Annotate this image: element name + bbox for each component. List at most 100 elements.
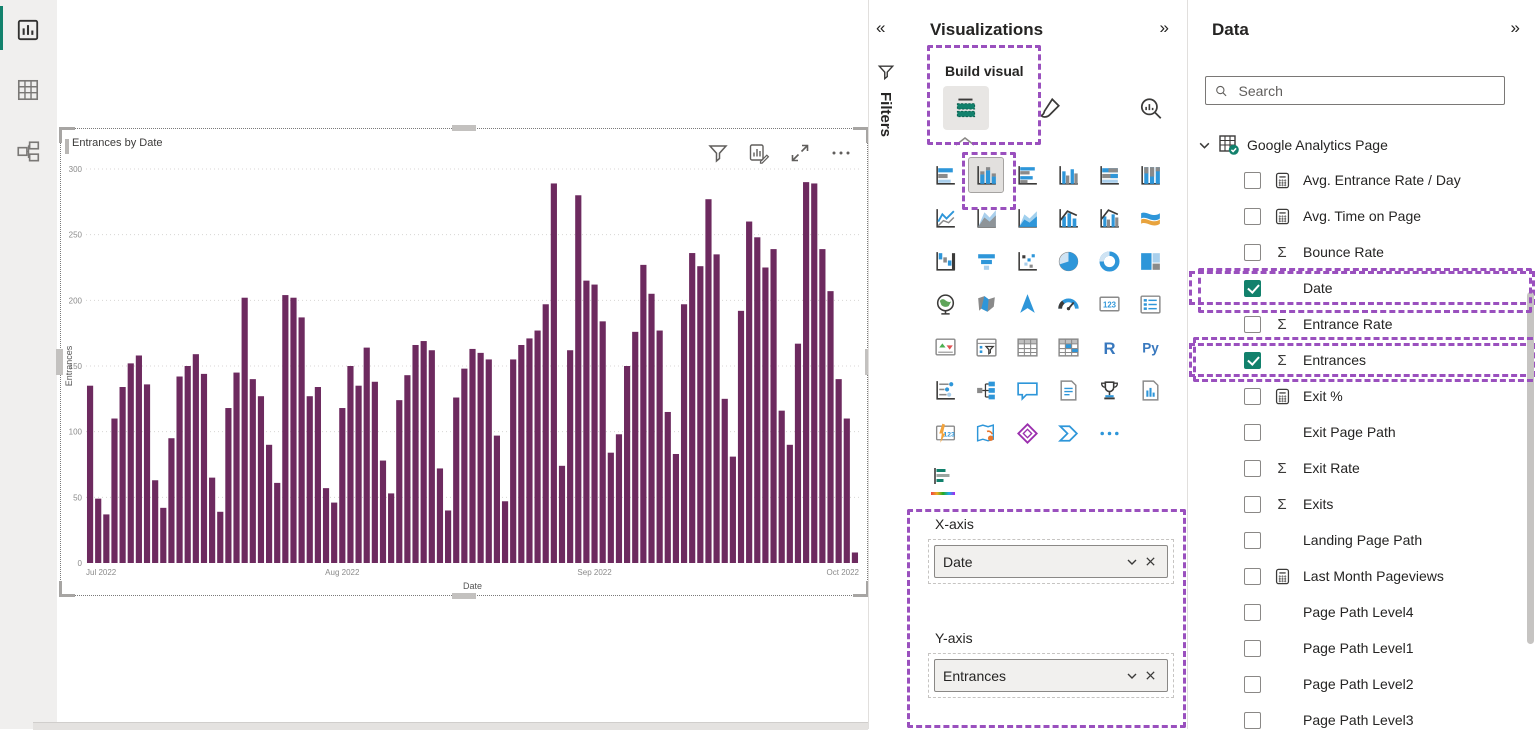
bar[interactable]: [217, 511, 224, 563]
waterfall-chart-icon[interactable]: [928, 244, 962, 278]
filter-icon[interactable]: [706, 141, 730, 165]
field-checkbox[interactable]: [1244, 711, 1261, 729]
field-row[interactable]: Σ Exit Rate: [1188, 450, 1536, 486]
bar[interactable]: [794, 343, 802, 563]
hundred-stacked-column-chart-icon[interactable]: [1133, 158, 1167, 192]
bar[interactable]: [339, 408, 346, 563]
bar[interactable]: [388, 493, 395, 563]
bar[interactable]: [689, 253, 696, 564]
field-checkbox[interactable]: [1244, 603, 1261, 621]
more-options-icon[interactable]: [829, 141, 853, 165]
bar[interactable]: [607, 452, 614, 563]
field-row[interactable]: Landing Page Path: [1188, 522, 1536, 558]
filters-collapse-chevron-icon[interactable]: «: [876, 18, 886, 37]
bar[interactable]: [656, 330, 663, 563]
bar[interactable]: [355, 385, 362, 563]
field-row[interactable]: Date: [1188, 270, 1536, 306]
bar[interactable]: [583, 280, 590, 563]
line-and-clustered-column-chart-icon[interactable]: [1092, 201, 1126, 235]
bar[interactable]: [249, 379, 256, 563]
bar[interactable]: [265, 444, 273, 563]
field-row[interactable]: Σ Bounce Rate: [1188, 234, 1536, 270]
bar[interactable]: [721, 398, 728, 563]
table-icon[interactable]: [1010, 330, 1044, 364]
stacked-column-chart-icon[interactable]: [968, 157, 1004, 193]
resize-handle-bottom[interactable]: [452, 593, 476, 599]
x-axis-field-remove-icon[interactable]: [1141, 553, 1159, 571]
matrix-icon[interactable]: [1051, 330, 1085, 364]
bar[interactable]: [632, 331, 639, 563]
bar[interactable]: [396, 400, 403, 563]
bar[interactable]: [550, 183, 557, 563]
map-icon[interactable]: [928, 287, 962, 321]
visualizations-expand-chevron-icon[interactable]: »: [1159, 18, 1169, 37]
bar[interactable]: [591, 284, 598, 563]
bar[interactable]: [420, 341, 427, 563]
bar[interactable]: [168, 438, 175, 563]
bar[interactable]: [664, 411, 671, 563]
bar[interactable]: [347, 366, 354, 563]
entrances-by-date-visual[interactable]: Entrances by Date 0 50 100 150 200 250 300 Jul …: [56, 125, 872, 599]
bar[interactable]: [404, 375, 411, 563]
clustered-column-chart-icon[interactable]: [1051, 158, 1085, 192]
bar[interactable]: [274, 482, 281, 563]
build-visual-tab[interactable]: [943, 86, 989, 130]
bar[interactable]: [827, 291, 834, 563]
bar[interactable]: [599, 321, 606, 563]
bar[interactable]: [737, 310, 745, 563]
bar[interactable]: [835, 379, 842, 563]
x-axis-well[interactable]: Date: [928, 539, 1174, 584]
get-more-visuals-icon[interactable]: [1092, 416, 1126, 450]
filters-pane-title[interactable]: Filters: [877, 92, 894, 138]
resize-corner-bottom-right[interactable]: [853, 581, 869, 597]
field-checkbox[interactable]: [1244, 459, 1261, 477]
search-input[interactable]: [1236, 81, 1496, 100]
bar[interactable]: [542, 304, 549, 563]
bar[interactable]: [786, 444, 793, 563]
bar[interactable]: [111, 418, 118, 563]
slicer-icon[interactable]: [969, 330, 1003, 364]
field-row[interactable]: Exit %: [1188, 378, 1536, 414]
scatter-chart-icon[interactable]: [1010, 244, 1044, 278]
field-checkbox[interactable]: [1244, 279, 1261, 297]
field-row[interactable]: Exit Page Path: [1188, 414, 1536, 450]
bar[interactable]: [501, 501, 509, 563]
y-axis-field-dropdown-chevron-icon[interactable]: [1123, 667, 1141, 685]
bar[interactable]: [770, 249, 777, 564]
funnel-chart-icon[interactable]: [969, 244, 1003, 278]
resize-handle-left[interactable]: [56, 349, 63, 375]
field-checkbox[interactable]: [1244, 387, 1261, 405]
field-checkbox[interactable]: [1244, 243, 1261, 261]
pie-chart-icon[interactable]: [1051, 244, 1085, 278]
clustered-bar-chart-icon[interactable]: [1010, 158, 1044, 192]
bar[interactable]: [558, 465, 566, 563]
field-row[interactable]: Page Path Level1: [1188, 630, 1536, 666]
bar[interactable]: [314, 387, 321, 563]
decomposition-tree-icon[interactable]: [969, 373, 1003, 407]
bar[interactable]: [241, 297, 248, 563]
filled-map-icon[interactable]: [969, 287, 1003, 321]
field-checkbox[interactable]: [1244, 495, 1261, 513]
azure-map-icon[interactable]: [1010, 287, 1044, 321]
bar[interactable]: [705, 199, 712, 563]
field-checkbox[interactable]: [1244, 171, 1261, 189]
bar[interactable]: [851, 552, 859, 563]
bar[interactable]: [469, 348, 476, 563]
paginated-report-icon[interactable]: [1133, 373, 1167, 407]
smart-narrative-icon[interactable]: [1051, 373, 1085, 407]
field-checkbox[interactable]: [1244, 675, 1261, 693]
bar[interactable]: [160, 507, 167, 563]
bar[interactable]: [615, 434, 623, 563]
field-row[interactable]: Avg. Entrance Rate / Day: [1188, 162, 1536, 198]
dataset-table-row[interactable]: Google Analytics Page: [1198, 130, 1388, 160]
resize-handle-top[interactable]: [452, 125, 476, 131]
power-bi-card-icon[interactable]: 123: [928, 416, 962, 450]
arcgis-map-icon[interactable]: [969, 416, 1003, 450]
bar[interactable]: [510, 359, 517, 563]
card-icon[interactable]: 123: [1092, 287, 1126, 321]
gauge-icon[interactable]: [1051, 287, 1085, 321]
multi-row-card-icon[interactable]: [1133, 287, 1167, 321]
chart-edit-icon[interactable]: [747, 141, 771, 165]
bar[interactable]: [152, 480, 159, 563]
bar[interactable]: [86, 385, 94, 563]
